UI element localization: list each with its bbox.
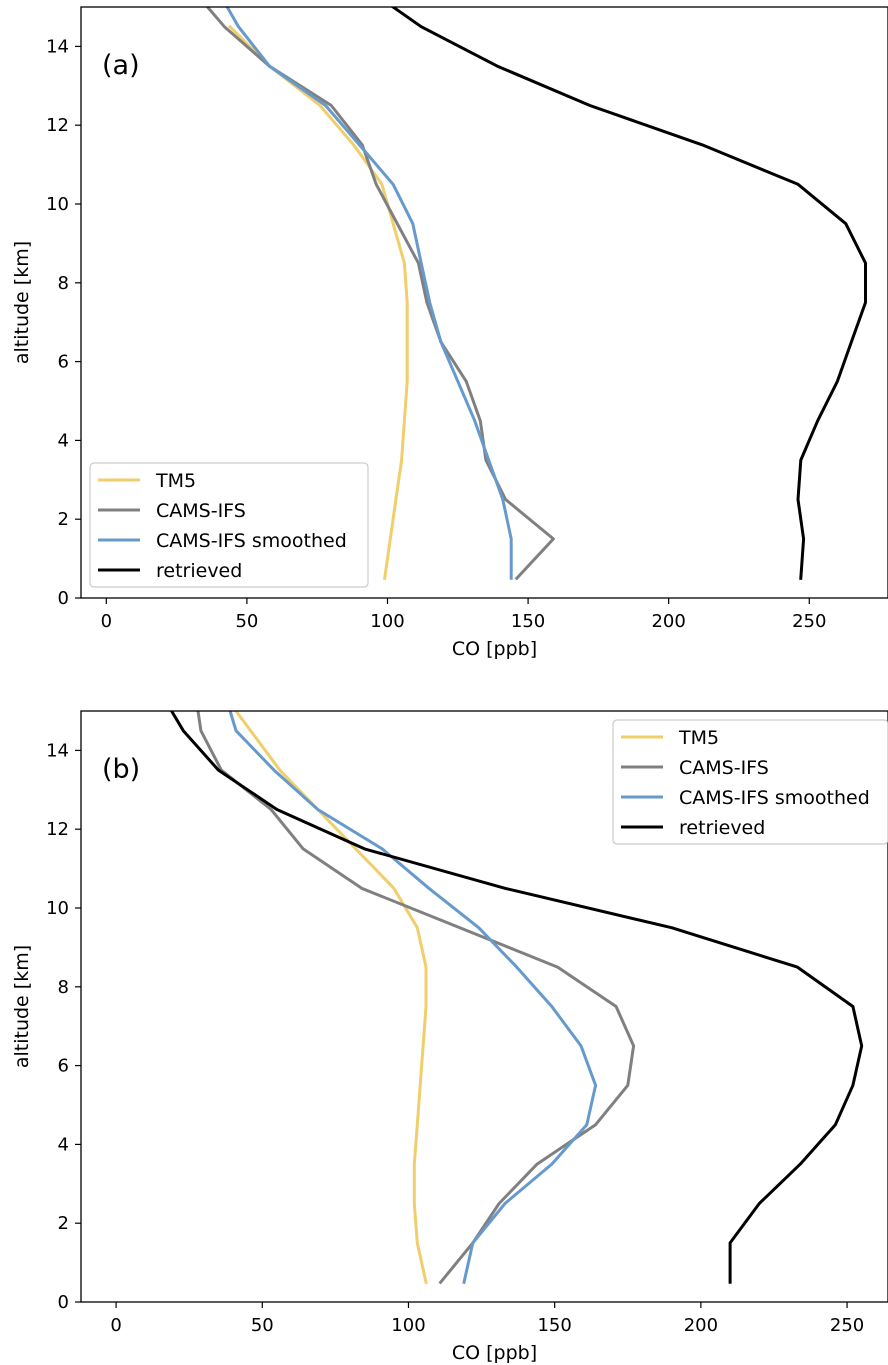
legend-label: CAMS-IFS — [679, 757, 769, 779]
chart-panel-2: 0 50 100 150 200 250 0 2 4 6 8 10 12 14 CO [ppb] altitu… — [11, 710, 888, 1364]
legend-label: TM5 — [678, 727, 719, 749]
y-tick-label: 4 — [58, 430, 69, 451]
y-tick-label: 0 — [58, 1292, 69, 1313]
panel-label: (a) — [102, 50, 140, 81]
x-tick-label: 50 — [251, 1315, 274, 1336]
series-line-cams-ifs-smoothed — [228, 711, 598, 1285]
legend: TM5 CAMS-IFS CAMS-IFS smoothed retrieved — [612, 719, 888, 845]
legend-label: TM5 — [155, 470, 196, 492]
y-tick-label: 12 — [46, 115, 69, 136]
legend-label: CAMS-IFS smoothed — [156, 530, 347, 552]
x-tick-label: 100 — [391, 1315, 425, 1336]
panel-label: (b) — [102, 754, 140, 785]
series-group — [169, 711, 864, 1285]
chart-panel-1: 0 50 100 150 200 250 0 2 4 6 8 10 12 14 CO [ppb] altitu… — [11, 6, 888, 660]
series-line-retrieved — [391, 7, 867, 580]
y-tick-label: 10 — [46, 898, 69, 919]
x-axis-label: CO [ppb] — [452, 1342, 537, 1364]
legend-label: retrieved — [156, 560, 242, 582]
x-tick-label: 200 — [651, 611, 685, 632]
y-tick-label: 2 — [58, 509, 69, 530]
legend-box — [89, 462, 369, 588]
legend: TM5 CAMS-IFS CAMS-IFS smoothed retrieved — [89, 462, 369, 588]
y-tick-label: 12 — [46, 819, 69, 840]
x-tick-label: 100 — [370, 611, 404, 632]
y-tick-label: 6 — [58, 1056, 69, 1077]
legend-box — [612, 719, 888, 845]
x-axis-label: CO [ppb] — [452, 638, 537, 660]
x-tick-label: 50 — [235, 611, 258, 632]
series-line-tm5 — [227, 24, 409, 580]
y-tick-label: 0 — [58, 588, 69, 609]
y-tick-label: 6 — [58, 352, 69, 373]
series-line-cams-ifs-smoothed — [225, 7, 513, 580]
plot-frame — [80, 6, 888, 599]
y-tick-label: 8 — [58, 977, 69, 998]
series-line-retrieved — [169, 711, 864, 1284]
y-axis-label: altitude [km] — [11, 945, 33, 1068]
legend-label: retrieved — [679, 817, 765, 839]
y-tick-label: 2 — [58, 1213, 69, 1234]
x-tick-label: 250 — [792, 611, 826, 632]
x-tick-label: 150 — [511, 611, 545, 632]
plot-frame — [80, 710, 888, 1303]
y-tick-label: 4 — [58, 1134, 69, 1155]
legend-label: CAMS-IFS smoothed — [679, 787, 870, 809]
legend-label: CAMS-IFS — [156, 500, 246, 522]
x-tick-label: 0 — [110, 1315, 121, 1336]
y-tick-label: 8 — [58, 273, 69, 294]
y-tick-label: 10 — [46, 194, 69, 215]
y-tick-label: 14 — [46, 740, 69, 761]
x-tick-label: 0 — [101, 611, 112, 632]
y-tick-label: 14 — [46, 36, 69, 57]
x-tick-label: 150 — [537, 1315, 571, 1336]
series-group — [205, 7, 867, 581]
x-tick-label: 200 — [684, 1315, 718, 1336]
y-axis-label: altitude [km] — [11, 241, 33, 364]
x-tick-label: 250 — [830, 1315, 864, 1336]
series-line-tm5 — [234, 711, 428, 1285]
